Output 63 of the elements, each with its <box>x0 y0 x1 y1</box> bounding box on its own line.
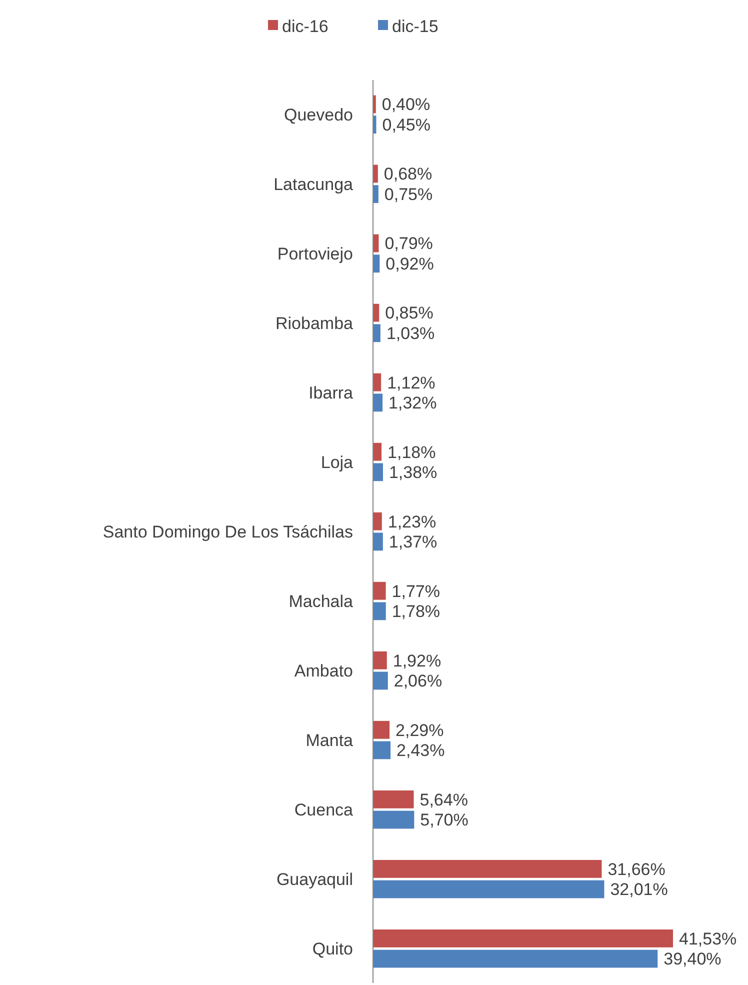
bar <box>373 532 383 551</box>
bar <box>373 672 388 690</box>
data-label: 1,03% <box>386 324 435 344</box>
data-label: 1,92% <box>392 651 442 670</box>
data-label: 0,79% <box>384 234 433 254</box>
bar <box>373 720 390 739</box>
data-label: 1,37% <box>388 532 438 552</box>
bar <box>373 254 380 273</box>
data-label: 0,75% <box>384 185 433 204</box>
y-tick-label: Quito <box>312 940 353 959</box>
bar <box>373 602 386 620</box>
data-label: 1,38% <box>388 463 438 482</box>
bar <box>373 860 602 878</box>
bar <box>373 582 386 600</box>
bar <box>373 880 604 898</box>
data-label: 5,64% <box>420 790 468 810</box>
bar <box>373 463 383 482</box>
bar <box>373 116 376 134</box>
data-label: 1,77% <box>392 582 440 601</box>
data-label: 0,92% <box>386 254 434 274</box>
data-label: 2,43% <box>396 741 445 760</box>
bar <box>373 373 382 392</box>
y-tick-label: Manta <box>306 730 354 750</box>
bar <box>373 950 658 968</box>
bar <box>373 512 382 530</box>
data-label: 0,45% <box>382 116 430 135</box>
y-tick-label: Machala <box>288 592 354 611</box>
data-label: 1,32% <box>388 394 437 413</box>
data-label: 0,68% <box>384 164 432 184</box>
bar <box>373 810 414 829</box>
data-label: 31,66% <box>608 860 666 879</box>
bar <box>373 394 383 412</box>
bar <box>373 741 391 760</box>
data-label: 1,23% <box>388 512 436 532</box>
data-label: 5,70% <box>420 810 468 830</box>
data-label: 0,40% <box>382 95 430 114</box>
data-label: 41,53% <box>679 929 737 948</box>
y-tick-label: Latacunga <box>274 174 354 194</box>
bar <box>373 324 380 342</box>
bar <box>373 929 673 948</box>
bar <box>373 442 382 461</box>
data-label: 2,29% <box>396 720 444 740</box>
y-tick-label: Cuenca <box>294 800 354 820</box>
data-label: 2,06% <box>394 672 442 691</box>
y-tick-label: Ibarra <box>308 383 354 402</box>
y-tick-label: Riobamba <box>276 314 354 333</box>
legend-label: dic-15 <box>392 16 438 36</box>
y-tick-label: Santo Domingo De Los Tsáchilas <box>102 522 353 542</box>
y-tick-label: Ambato <box>294 661 353 680</box>
y-tick-label: Loja <box>320 452 354 472</box>
y-tick-label: Guayaquil <box>276 870 353 890</box>
data-label: 32,01% <box>610 880 668 900</box>
data-label: 1,78% <box>392 602 440 622</box>
y-tick-label: Portoviejo <box>277 244 353 264</box>
data-label: 1,18% <box>388 442 436 462</box>
data-label: 1,12% <box>387 373 436 392</box>
legend-label: dic-16 <box>282 16 328 36</box>
bar <box>373 185 378 204</box>
y-tick-label: Quevedo <box>284 105 353 124</box>
bar <box>373 651 387 670</box>
bar <box>373 790 414 808</box>
data-label: 39,40% <box>664 950 722 969</box>
data-label: 0,85% <box>385 304 434 323</box>
